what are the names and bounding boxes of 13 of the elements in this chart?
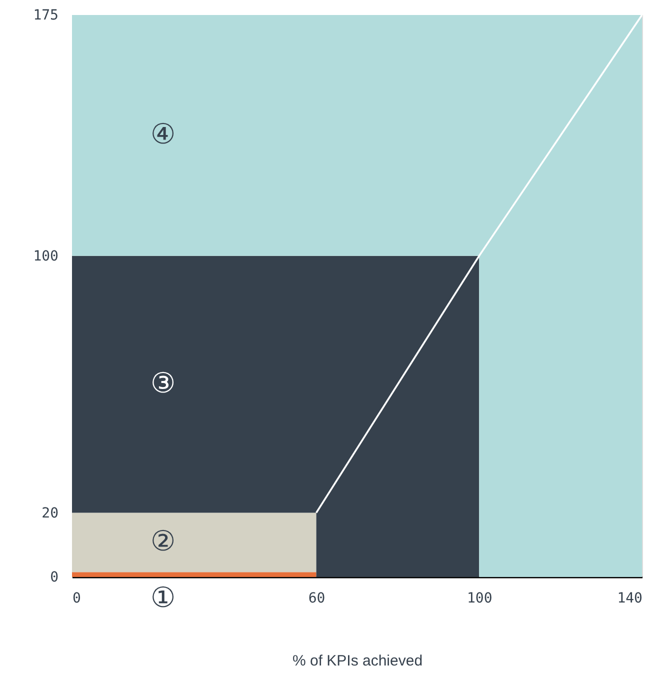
x-tick-label: 60 bbox=[308, 590, 326, 606]
y-tick-label: 175 bbox=[33, 8, 58, 24]
y-tick-label: 20 bbox=[42, 505, 58, 522]
x-tick-label: 140 bbox=[617, 590, 642, 606]
x-tick-label: 100 bbox=[466, 590, 492, 606]
y-tick-label: 0 bbox=[50, 570, 58, 586]
annotation: ② bbox=[150, 524, 176, 558]
text: ① bbox=[150, 581, 176, 614]
y-tick-label: 100 bbox=[33, 248, 58, 264]
x-tick-label: 0 bbox=[72, 590, 81, 606]
annotation: ③ bbox=[150, 366, 176, 400]
annotation: ④ bbox=[150, 117, 176, 150]
x-axis-title: % of KPIs achieved bbox=[292, 652, 423, 670]
